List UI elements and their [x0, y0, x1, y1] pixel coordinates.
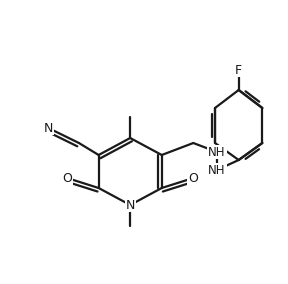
Text: NH: NH — [208, 145, 226, 158]
Text: N: N — [44, 122, 53, 135]
Text: NH: NH — [208, 164, 226, 176]
Text: O: O — [62, 172, 72, 185]
Text: N: N — [126, 199, 135, 212]
Text: O: O — [188, 172, 198, 185]
Text: F: F — [235, 64, 242, 76]
